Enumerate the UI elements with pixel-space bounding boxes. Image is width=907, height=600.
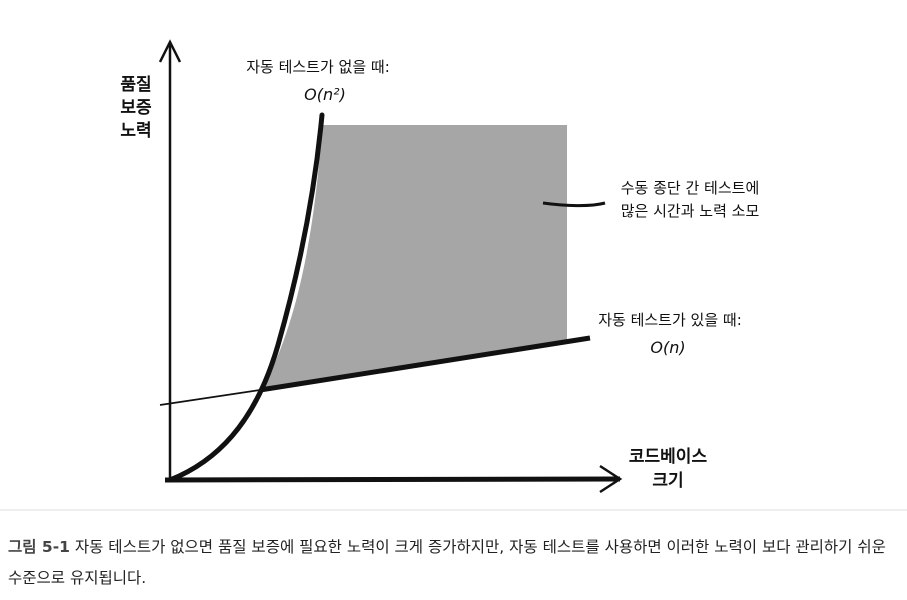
linear-line-thin	[159, 389, 261, 406]
annotation: 자동 테스트가 없을 때:	[246, 58, 390, 76]
y-label: 보증	[120, 98, 152, 118]
x-label: 크기	[652, 471, 683, 491]
diagram: 품질 보증 노력 코드베이스 크기 자동 테스트가 없을 때: O(n²) 수동…	[0, 39, 907, 511]
y-label: 노력	[120, 121, 151, 141]
complexity: O(n²)	[304, 85, 346, 104]
caption-text: 자동 테스트가 없으면 품질 보증에 필요한 노력이 크게 증가하지만, 자동 …	[8, 538, 886, 587]
gap-area	[262, 125, 567, 389]
y-label: 품질	[120, 74, 151, 95]
note-pointer	[542, 201, 606, 208]
complexity: O(n)	[650, 338, 685, 357]
caption-number: 그림 5-1	[8, 538, 70, 556]
annotation: 자동 테스트가 있을 때:	[598, 311, 742, 329]
x-arrow	[599, 464, 623, 494]
x-axis	[164, 476, 621, 483]
y-arrow	[158, 39, 182, 63]
x-label: 코드베이스	[629, 447, 708, 467]
linear-line	[259, 335, 591, 393]
annotation: 많은 시간과 노력 소모	[621, 202, 760, 220]
annotation: 수동 종단 간 테스트에	[621, 179, 760, 197]
quadratic-curve	[167, 112, 325, 483]
caption: 그림 5-1 자동 테스트가 없으면 품질 보증에 필요한 노력이 크게 증가하…	[8, 532, 903, 594]
